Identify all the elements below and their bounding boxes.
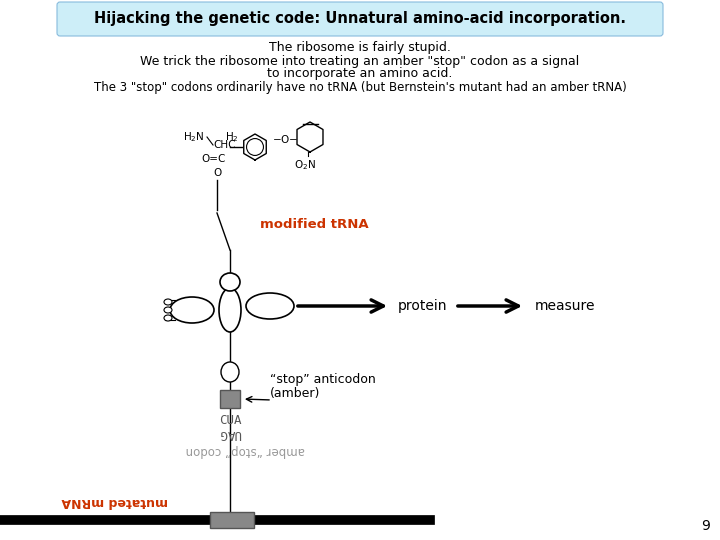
Text: UAG: UAG	[219, 428, 241, 441]
Text: O: O	[213, 168, 221, 178]
Text: O$_2$N: O$_2$N	[294, 158, 316, 172]
Text: amber “stop” codon: amber “stop” codon	[185, 443, 305, 456]
Text: H$_2$: H$_2$	[225, 130, 239, 144]
Text: 9: 9	[701, 519, 710, 533]
Text: $-$O$-$: $-$O$-$	[272, 133, 299, 145]
Text: We trick the ribosome into treating an amber "stop" codon as a signal: We trick the ribosome into treating an a…	[140, 55, 580, 68]
Text: (amber): (amber)	[270, 388, 320, 401]
Text: mutated mRNA: mutated mRNA	[62, 496, 168, 509]
Text: CUA: CUA	[219, 414, 241, 427]
Ellipse shape	[219, 288, 241, 332]
Text: The 3 "stop" codons ordinarily have no tRNA (but Bernstein's mutant had an amber: The 3 "stop" codons ordinarily have no t…	[94, 80, 626, 93]
Ellipse shape	[221, 362, 239, 382]
Text: “stop” anticodon: “stop” anticodon	[270, 374, 376, 387]
Ellipse shape	[246, 293, 294, 319]
Ellipse shape	[170, 297, 214, 323]
Text: protein: protein	[398, 299, 448, 313]
Text: CHC: CHC	[213, 140, 235, 150]
FancyBboxPatch shape	[57, 2, 663, 36]
Ellipse shape	[164, 315, 172, 321]
Text: The ribosome is fairly stupid.: The ribosome is fairly stupid.	[269, 42, 451, 55]
Text: modified tRNA: modified tRNA	[260, 219, 369, 232]
Text: to incorporate an amino acid.: to incorporate an amino acid.	[267, 68, 453, 80]
Text: measure: measure	[535, 299, 595, 313]
Text: H$_2$N: H$_2$N	[184, 130, 205, 144]
Bar	[220, 390, 240, 408]
Text: O=C: O=C	[201, 154, 225, 164]
Text: Hijacking the genetic code: Unnatural amino-acid incorporation.: Hijacking the genetic code: Unnatural am…	[94, 11, 626, 26]
Ellipse shape	[164, 307, 172, 313]
Ellipse shape	[164, 299, 172, 305]
Ellipse shape	[220, 273, 240, 291]
Bar	[210, 512, 254, 528]
